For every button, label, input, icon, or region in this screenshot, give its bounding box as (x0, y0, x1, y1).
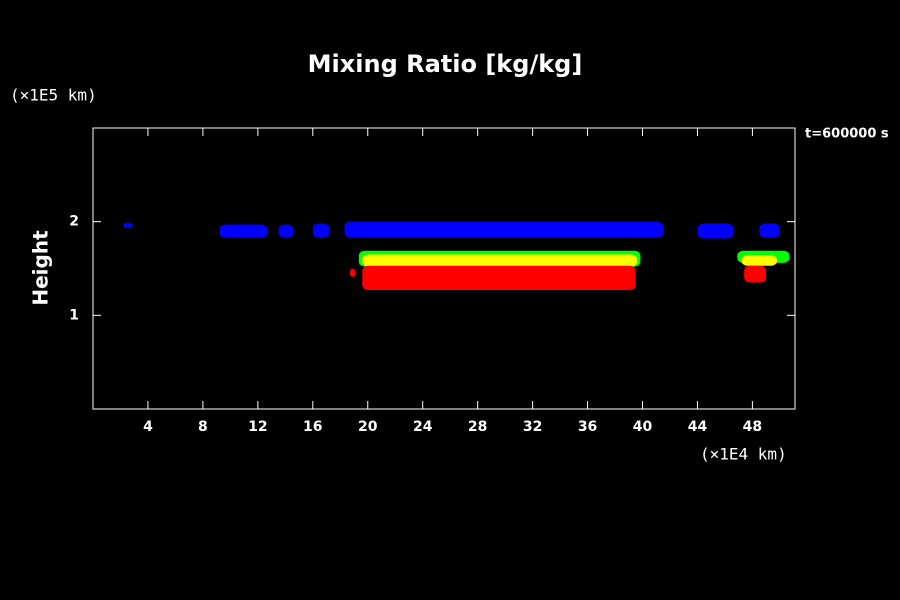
contour-region (123, 222, 133, 229)
y-axis-label: Height (29, 230, 53, 306)
y-tick-label: 1 (69, 307, 79, 323)
contour-region (312, 223, 330, 238)
contour-region (219, 224, 268, 238)
x-tick-label: 4 (143, 419, 153, 435)
plot-frame (92, 127, 796, 410)
x-tick-label: 40 (633, 419, 653, 435)
x-tick-label: 20 (358, 419, 378, 435)
contour-region (697, 223, 734, 239)
x-tick-label: 48 (743, 419, 762, 435)
contour-region (278, 224, 294, 238)
x-tick-label: 24 (413, 419, 433, 435)
contour-region (349, 268, 356, 277)
x-tick-label: 32 (523, 419, 542, 435)
time-annotation: t=600000 s (805, 127, 889, 142)
contour-region (759, 223, 780, 238)
x-tick-label: 16 (303, 419, 322, 435)
x-tick-label: 44 (688, 419, 708, 435)
contour-region (362, 265, 636, 291)
x-tick-label: 28 (468, 419, 487, 435)
contour-region (344, 221, 664, 238)
contour-region (744, 265, 767, 283)
contour-region (741, 255, 778, 266)
x-tick-label: 12 (248, 419, 267, 435)
contour-region (362, 254, 638, 267)
y-unit: (×1E5 km) (10, 86, 97, 105)
x-tick-label: 8 (198, 419, 208, 435)
x-tick-label: 36 (578, 419, 597, 435)
x-unit: (×1E4 km) (700, 445, 787, 464)
chart-title: Mixing Ratio [kg/kg] (308, 50, 583, 78)
y-tick-label: 2 (69, 214, 79, 230)
